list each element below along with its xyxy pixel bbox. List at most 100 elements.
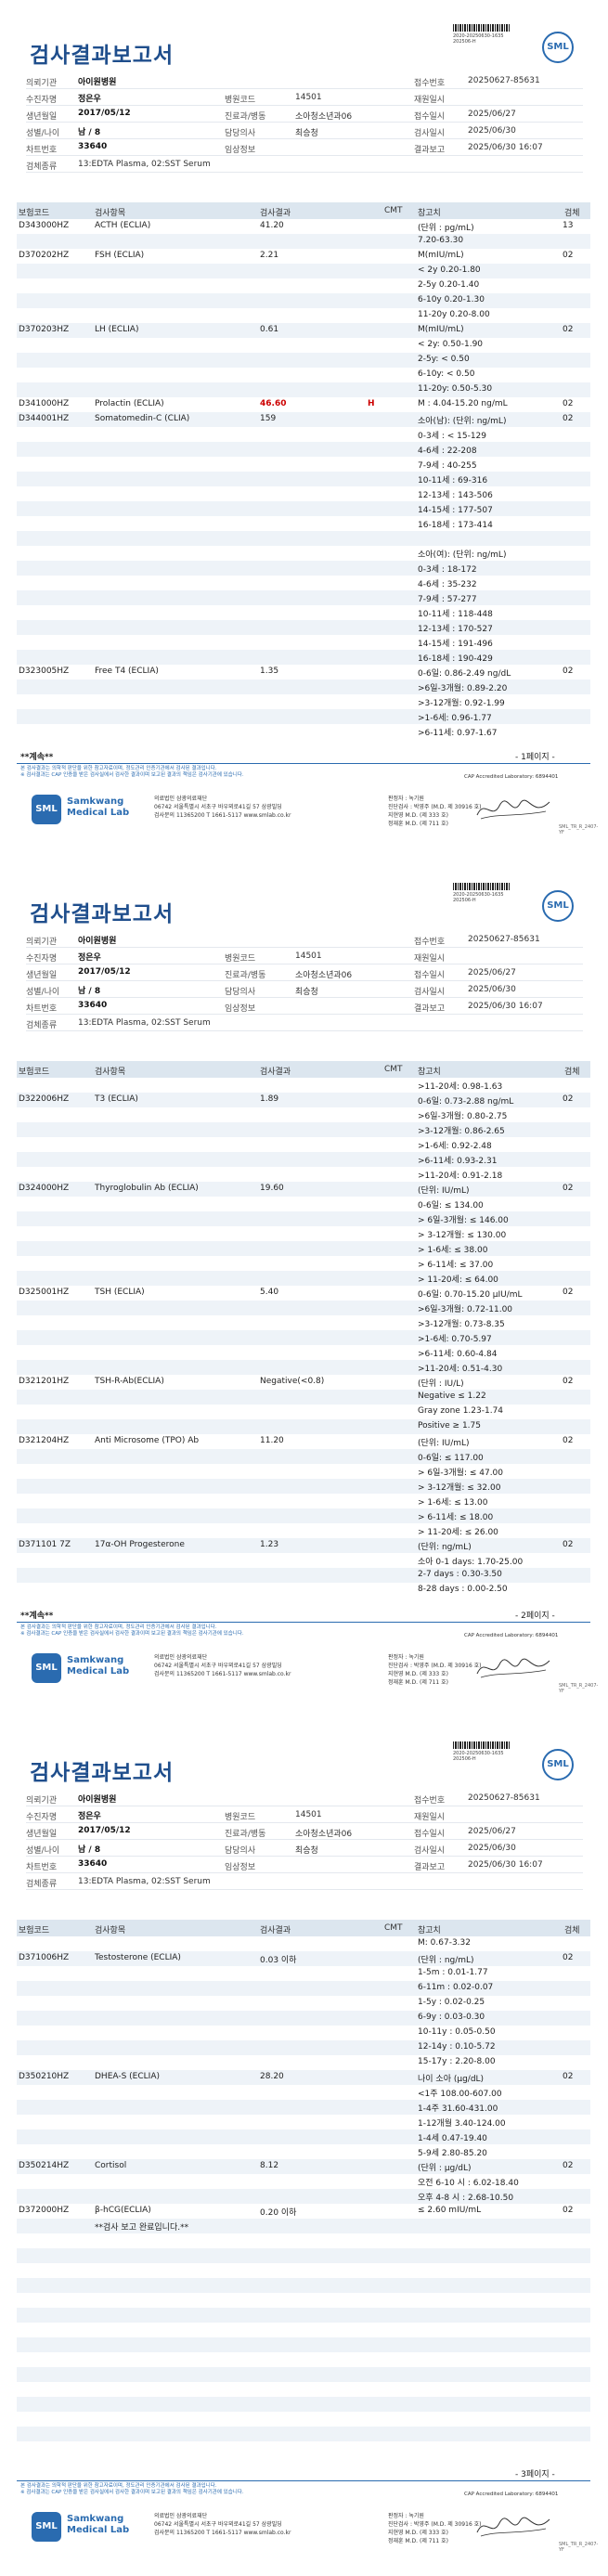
info-row-institution: 의뢰기관 아이원병원 접수번호 20250627-85631 [26,1790,583,1806]
table-row [17,2248,590,2263]
table-row: 8-28 days : 0.00-2.50 [17,1583,590,1598]
table-row: 10-11y : 0.05-0.50 [17,2026,590,2040]
reference-range: >3-12개월: 0.73-8.35 [418,1320,505,1329]
table-row: 11-20y 0.20-8.00 [17,308,590,323]
reference-range: 14-15세 : 191-496 [418,640,493,649]
reference-range: > 3-12개월: ≤ 32.00 [418,1483,501,1493]
table-row: D372000HZ β-hCG(ECLIA) 0.20 이하 ≤ 2.60 mIU/m… [17,2204,590,2219]
test-name: DHEA-S (ECLIA) [95,2072,160,2081]
form-code: SML_TR_R_2407-YF [559,2542,599,2553]
test-result: 1.35 [260,667,279,676]
reference-range: 0-6일: 0.70-15.20 μIU/mL [418,1290,523,1300]
table-row [17,2323,590,2337]
table-row: D343000HZ ACTH (ECLIA) 41.20 (단위 : pg/mL) 13 [17,219,590,234]
info-row-specimen: 검체종류 13:EDTA Plasma, 02:SST Serum [26,156,583,173]
info-row-chart: 차트번호 33640 임상정보 결과보고 2025/06/30 16:07 [26,998,583,1015]
test-result: 0.03 이하 [260,1956,297,1965]
table-row: >11-20세: 0.51-4.30 [17,1360,590,1375]
table-row [17,2412,590,2427]
test-code: D370202HZ [19,251,70,260]
table-row: 6-9y : 0.03-0.30 [17,2011,590,2026]
table-row: 10-11세 : 118-448 [17,605,590,620]
reference-range: >6일-3개월: 0.72-11.00 [418,1305,513,1314]
reference-range: 0-6일: 0.86-2.49 ng/dL [418,669,511,679]
reference-range: 10-11세 : 118-448 [418,610,493,619]
reference-range: (단위: IU/mL) [418,1439,470,1448]
lab-logo: SML [32,2512,61,2542]
specimen-code: 02 [563,1184,574,1193]
result-flag: H [368,399,375,408]
table-row: 소아(여): (단위: ng/mL) [17,546,590,561]
specimen-code: 02 [563,1377,574,1386]
table-row: >3-12개월: 0.92-1.99 [17,694,590,709]
table-row: 2-7 days : 0.30-3.50 [17,1568,590,1583]
table-row: 6-11m : 0.02-0.07 [17,1981,590,1996]
reference-range: 10-11세 : 69-316 [418,476,488,485]
reference-range: > 6일-3개월: ≤ 146.00 [418,1216,509,1225]
disclaimer: 본 검사결과는 의학적 판단을 위한 참고자료이며, 정도관리 인증기관에서 검… [20,2483,244,2495]
sml-logo: SML [542,890,574,922]
info-row-institution: 의뢰기관 아이원병원 접수번호 20250627-85631 [26,72,583,89]
reference-range: 14-15세 : 177-507 [418,506,493,515]
table-row: D344001HZ Somatomedin-C (CLIA) 159 소아(남): (… [17,412,590,427]
table-row: >1-6세: 0.70-5.97 [17,1330,590,1345]
page-number: - 3페이지 - [515,2470,555,2479]
reference-range: 12-13세 : 170-527 [418,625,493,634]
table-row: 1-5y : 0.02-0.25 [17,1996,590,2011]
table-row: >6일-3개월: 0.80-2.75 [17,1107,590,1122]
barcode-text: 2020-20250630-1635 202506-H [453,1751,504,1762]
table-row: < 2y 0.20-1.80 [17,264,590,278]
form-code: SML_TR_R_2407-YF [559,824,599,835]
table-row: >3-12개월: 0.73-8.35 [17,1315,590,1330]
lab-name: Samkwang Medical Lab [67,1655,130,1676]
test-result: 0.61 [260,325,279,334]
table-row: 14-15세 : 191-496 [17,635,590,650]
lab-name: Samkwang Medical Lab [67,796,130,818]
results-table-header: 보험코드 검사항목 검사결과 CMT 참고치 검체 [17,202,590,219]
reference-range: >3-12개월: 0.92-1.99 [418,699,505,708]
reference-range: 10-11y : 0.05-0.50 [418,2027,496,2037]
reference-range: 오후 4-8 시 : 2.68-10.50 [418,2194,514,2203]
test-result: Negative(<0.8) [260,1377,325,1386]
table-row: D323005HZ Free T4 (ECLIA) 1.35 0-6일: 0.86-2… [17,665,590,680]
specimen-code: 02 [563,2206,574,2215]
test-result: 19.60 [260,1184,284,1193]
table-row: 0-3세 : < 15-129 [17,427,590,442]
reference-range: 소아(여): (단위: ng/mL) [418,550,507,560]
table-row: 0-3세 : 18-172 [17,561,590,576]
patient-info: 의뢰기관 아이원병원 접수번호 20250627-85631 수진자명 정은우 … [26,931,583,1031]
test-name: T3 (ECLIA) [95,1094,138,1104]
reference-range: 2-5y 0.20-1.40 [418,280,480,290]
table-row: 0-6일: ≤ 117.00 [17,1449,590,1464]
table-row: 12-13세 : 170-527 [17,620,590,635]
reference-range: ≤ 2.60 mIU/mL [418,2206,482,2215]
lab-footer: SML Samkwang Medical Lab 의료법인 삼광의료재단 06742… [17,1648,598,1694]
specimen-code: 02 [563,1094,574,1104]
reference-range: 오전 6-10 시 : 6.02-18.40 [418,2179,519,2188]
reference-range: >3-12개월: 0.86-2.65 [418,1127,505,1136]
reference-range: 0-3세 : < 15-129 [418,432,487,441]
reference-range: 16-18세 : 190-429 [418,654,493,664]
reference-range: >1-6세: 0.96-1.77 [418,714,492,723]
reference-range: 11-20y 0.20-8.00 [418,310,490,319]
test-result: 8.12 [260,2161,279,2170]
doctor-list: 판정자 : 녹기원 진단검사 : 박영주 (M.D. 제 30916 호) 지현영… [388,2513,482,2544]
test-result: 41.20 [260,221,284,230]
reference-range: Negative ≤ 1.22 [418,1392,486,1401]
reference-range: 1-12개월 3.40-124.00 [418,2119,506,2129]
footer-divider [17,1622,590,1623]
reference-range: >6-11세: 0.97-1.67 [418,729,498,738]
test-code: D371101 7Z [19,1540,71,1549]
specimen-code: 02 [563,414,574,423]
table-row: 16-18세 : 190-429 [17,650,590,665]
info-row-institution: 의뢰기관 아이원병원 접수번호 20250627-85631 [26,931,583,948]
test-name: Prolactin (ECLIA) [95,399,164,408]
info-row-chart: 차트번호 33640 임상정보 결과보고 2025/06/30 16:07 [26,139,583,156]
test-code: D350210HZ [19,2072,70,2081]
lab-name: Samkwang Medical Lab [67,2514,130,2535]
table-row: > 6일-3개월: ≤ 146.00 [17,1211,590,1226]
reference-range: 2-7 days : 0.30-3.50 [418,1570,502,1579]
cap-accreditation: CAP Accredited Laboratory: 6894401 [464,774,559,780]
reference-range: > 1-6세: ≤ 13.00 [418,1498,488,1508]
reference-range: (단위 : IU/L) [418,1379,464,1389]
